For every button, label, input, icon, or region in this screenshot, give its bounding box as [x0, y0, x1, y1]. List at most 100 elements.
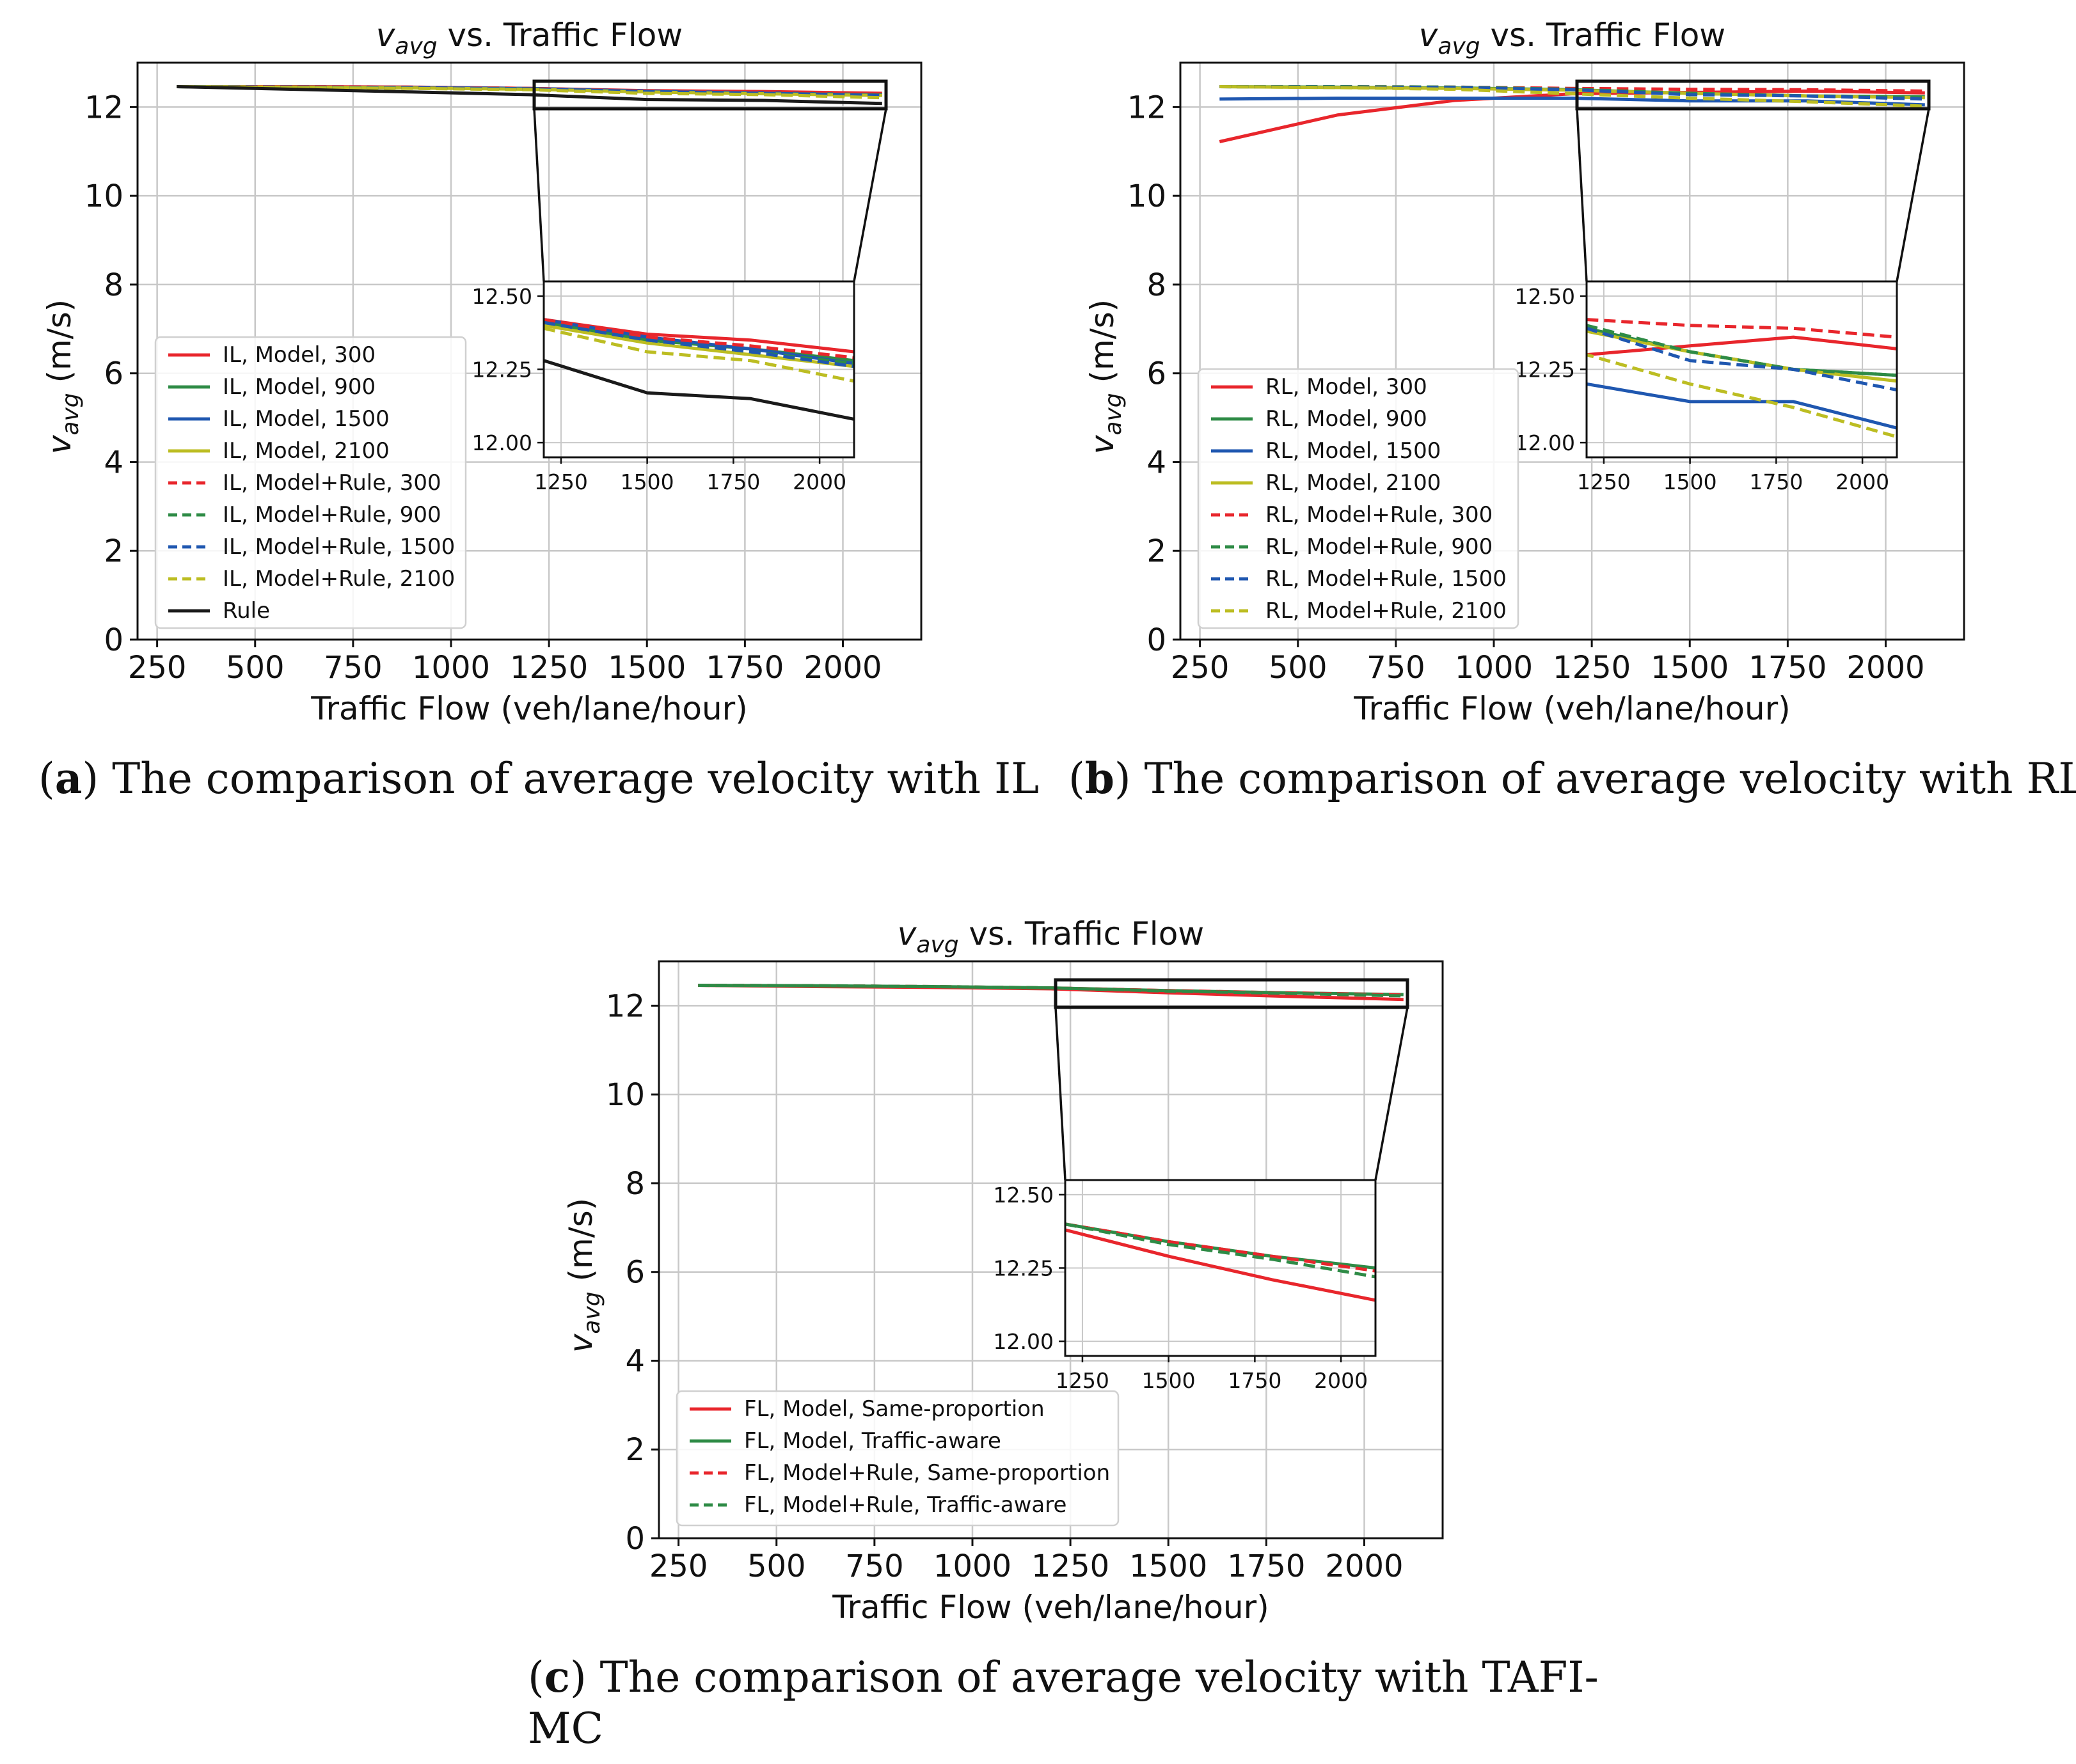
y-tick-label: 10	[606, 1077, 645, 1113]
inset-x-tick-label: 1250	[1577, 469, 1631, 494]
y-axis-label: vavg (m/s)	[562, 1198, 605, 1353]
series-line-4	[698, 984, 1404, 998]
y-axis-label: vavg (m/s)	[41, 299, 84, 454]
series-line-8	[177, 85, 882, 100]
zoom-connector-right	[853, 108, 887, 282]
x-tick-label: 1000	[1455, 650, 1533, 686]
chart-title: vavg vs. Traffic Flow	[1419, 17, 1725, 59]
inset-y-tick-label: 12.00	[1515, 430, 1575, 455]
inset-x-tick-label: 1250	[1056, 1368, 1109, 1393]
inset-series-line-8	[544, 326, 854, 383]
x-tick-label: 1250	[1031, 1548, 1109, 1584]
x-tick-label: 1750	[706, 650, 784, 686]
legend-label-5: RL, Model+Rule, 300	[1265, 502, 1493, 528]
legend-label-4: RL, Model, 2100	[1265, 470, 1441, 496]
inset-series-line-4	[544, 324, 854, 368]
y-tick-label: 6	[625, 1255, 645, 1291]
y-tick-label: 0	[104, 622, 123, 658]
inset-y-tick-label: 12.50	[1515, 284, 1575, 309]
x-tick-label: 750	[845, 1548, 904, 1584]
inset-x-tick-label: 1500	[1142, 1368, 1196, 1393]
legend-label-7: RL, Model+Rule, 1500	[1265, 566, 1507, 592]
zoom-connector-left	[1054, 1007, 1066, 1181]
inset-y-tick-label: 12.50	[472, 284, 532, 309]
y-tick-label: 10	[84, 178, 123, 214]
x-tick-label: 1250	[510, 650, 588, 686]
legend-label-6: IL, Model+Rule, 900	[223, 502, 441, 528]
x-axis-label: Traffic Flow (veh/lane/hour)	[310, 690, 747, 727]
plot-frame	[658, 960, 1444, 1540]
y-tick-label: 12	[606, 988, 645, 1024]
x-tick-label: 250	[649, 1548, 708, 1584]
inset-series-line-7	[544, 320, 854, 368]
caption-line-2: MC	[528, 1704, 603, 1753]
legend-label-7: IL, Model+Rule, 1500	[223, 534, 455, 560]
inset-x-tick-label: 2000	[1314, 1368, 1368, 1393]
inset-x-tick-label: 1750	[1749, 469, 1803, 494]
legend-label-2: FL, Model, Traffic-aware	[744, 1428, 1001, 1454]
y-tick-label: 0	[625, 1521, 645, 1557]
legend-box	[676, 1390, 1120, 1527]
x-tick-label: 250	[128, 650, 187, 686]
y-tick-label: 12	[84, 90, 123, 125]
x-tick-label: 1750	[1227, 1548, 1305, 1584]
x-axis-label: Traffic Flow (veh/lane/hour)	[1353, 690, 1790, 727]
zoom-connector-right	[1896, 108, 1930, 282]
x-tick-label: 1250	[1553, 650, 1631, 686]
plot-frame	[136, 61, 923, 641]
y-tick-label: 2	[104, 533, 123, 569]
y-tick-label: 8	[625, 1166, 645, 1202]
legend-label-1: FL, Model, Same-proportion	[744, 1396, 1045, 1422]
zoom-region-box	[532, 79, 888, 111]
inset-series-line-3	[1587, 382, 1897, 430]
chart-panel-a: 250 500 750 1000 1250 1500 1750 2000 0 2 4 6 8 10 12 va…	[38, 17, 1039, 803]
inset-y-tick-label: 12.25	[1515, 358, 1575, 382]
y-tick-label: 8	[104, 267, 123, 303]
y-tick-label: 4	[1146, 445, 1166, 480]
legend-label-5: IL, Model+Rule, 300	[223, 470, 441, 496]
y-tick-label: 10	[1127, 178, 1166, 214]
y-tick-label: 12	[1127, 90, 1166, 125]
inset-x-tick-label: 1500	[1663, 469, 1717, 494]
y-tick-label: 8	[1146, 267, 1166, 303]
inset-series-line-8	[1587, 353, 1897, 439]
x-tick-label: 250	[1171, 650, 1230, 686]
inset-series-line-5	[544, 318, 854, 359]
x-tick-label: 750	[1367, 650, 1425, 686]
x-tick-label: 1000	[933, 1548, 1011, 1584]
inset-y-tick-label: 12.00	[472, 430, 532, 455]
inset-series-line-4	[1065, 1222, 1375, 1279]
x-tick-label: 500	[226, 650, 285, 686]
y-tick-label: 2	[625, 1432, 645, 1468]
inset-series-group	[1587, 318, 1897, 439]
x-tick-label: 2000	[804, 650, 882, 686]
y-tick-label: 4	[104, 445, 123, 480]
zoom-region-box	[1575, 79, 1931, 111]
zoom-connector-right	[1374, 1007, 1409, 1181]
x-tick-label: 500	[1269, 650, 1327, 686]
chart-title: vavg vs. Traffic Flow	[898, 915, 1204, 958]
y-tick-label: 4	[625, 1343, 645, 1379]
chart-panel-b: 250 500 750 1000 1250 1500 1750 2000 0 2 4 6 8 10 12 va…	[1068, 17, 2076, 803]
legend-box	[1197, 368, 1519, 629]
y-tick-label: 0	[1146, 622, 1166, 658]
zoom-region-box	[1054, 978, 1409, 1009]
inset-y-tick-label: 12.00	[994, 1329, 1054, 1354]
caption: (c) The comparison of average velocity w…	[528, 1652, 1599, 1702]
inset-y-tick-label: 12.25	[472, 358, 532, 382]
chart-panel-c: 250 500 750 1000 1250 1500 1750 2000 0 2 4 6 8 10 12 va…	[528, 915, 1599, 1753]
legend-label-2: RL, Model, 900	[1265, 406, 1427, 432]
zoom-connector-left	[1576, 108, 1588, 282]
legend-label-1: RL, Model, 300	[1265, 374, 1427, 400]
inset-x-tick-label: 2000	[1835, 469, 1889, 494]
inset-x-tick-label: 2000	[793, 469, 846, 494]
legend-label-4: IL, Model, 2100	[223, 438, 390, 464]
legend-label-9: Rule	[223, 598, 270, 624]
x-tick-label: 750	[324, 650, 383, 686]
x-tick-label: 1500	[1651, 650, 1729, 686]
caption: (a) The comparison of average velocity w…	[38, 753, 1039, 803]
inset-series-group	[1065, 1222, 1375, 1302]
legend-label-3: IL, Model, 1500	[223, 406, 390, 432]
y-tick-label: 6	[1146, 356, 1166, 392]
